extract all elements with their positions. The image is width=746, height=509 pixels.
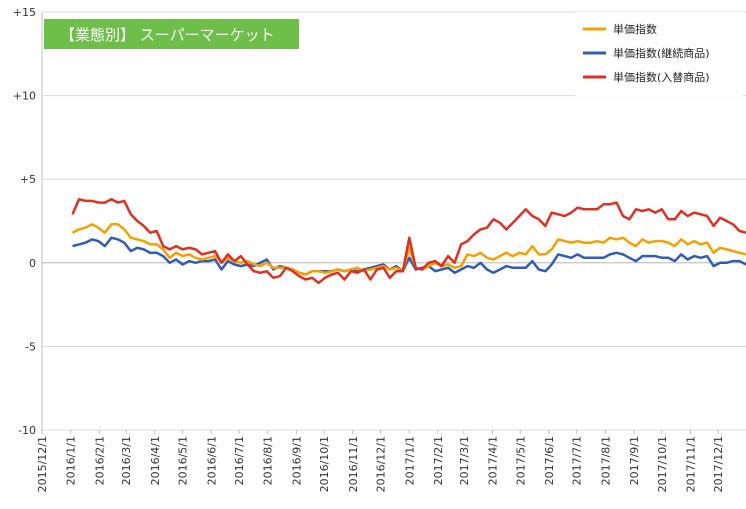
series-lines [71, 198, 746, 285]
x-tick-label: 2017/5/1 [514, 436, 527, 485]
x-tick-label: 2017/7/1 [571, 436, 584, 485]
y-tick-label: +15 [13, 6, 36, 19]
x-tick-label: 2017/10/1 [656, 436, 669, 492]
x-tick-label: 2016/10/1 [318, 436, 331, 492]
y-tick-label: -5 [25, 340, 36, 353]
series-line-2 [71, 198, 746, 285]
legend-label: 単価指数(継続商品) [613, 46, 710, 60]
series-line-1 [72, 236, 746, 276]
title-background [44, 19, 299, 49]
x-tick-label: 2016/5/1 [177, 436, 190, 485]
x-tick-label: 2017/3/1 [458, 436, 471, 485]
legend-label: 単価指数(入替商品) [613, 70, 710, 84]
x-tick-label: 2016/12/1 [375, 436, 388, 492]
y-axis-ticks: +15 +10 +5 0 -5 -10 [13, 6, 36, 437]
gridlines [41, 11, 746, 431]
chart-title: 【業態別】 スーパーマーケット [60, 26, 275, 44]
x-tick-label: 2016/3/1 [120, 436, 133, 485]
x-tick-label: 2016/2/1 [93, 436, 106, 485]
x-tick-label: 2017/6/1 [543, 436, 556, 485]
x-tick-label: 2016/9/1 [290, 436, 303, 485]
series-line-0 [71, 223, 746, 276]
x-tick-label: 2017/9/1 [628, 436, 641, 485]
x-tick-label: 2017/11/1 [684, 436, 697, 492]
x-tick-label: 2016/4/1 [149, 436, 162, 485]
x-tick-label: 2017/1/1 [403, 436, 416, 485]
x-tick-label: 2016/7/1 [233, 436, 246, 485]
x-tick-label: 2017/2/1 [432, 436, 445, 485]
x-tick-label: 2015/12/1 [36, 436, 49, 492]
y-tick-label: 0 [29, 257, 36, 270]
legend-label: 単価指数 [613, 22, 657, 36]
y-tick-label: +5 [20, 173, 36, 186]
y-tick-label: -10 [18, 424, 36, 437]
x-tick-label: 2016/11/1 [347, 436, 360, 492]
x-tick-label: 2016/8/1 [262, 436, 275, 485]
x-axis-ticks: 2015/12/1 2016/1/1 2016/2/1 2016/3/1 2016/4/… [36, 430, 725, 492]
x-tick-label: 2016/6/1 [205, 436, 218, 485]
x-tick-label: 2016/1/1 [65, 436, 78, 485]
x-tick-label: 2017/4/1 [487, 436, 500, 485]
y-tick-label: +10 [13, 90, 36, 103]
x-tick-label: 2017/8/1 [599, 436, 612, 485]
chart-title-box: 【業態別】 スーパーマーケット [44, 19, 299, 49]
x-tick-label: 2017/12/1 [712, 436, 725, 492]
